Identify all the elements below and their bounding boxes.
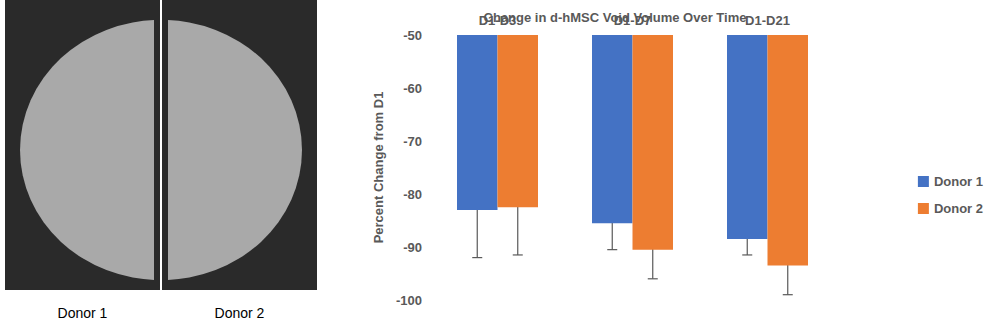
svg-text:-80: -80 bbox=[403, 187, 422, 202]
svg-text:-100: -100 bbox=[396, 293, 422, 308]
svg-text:Donor 1: Donor 1 bbox=[934, 174, 983, 189]
svg-text:Donor 1: Donor 1 bbox=[58, 305, 108, 321]
svg-text:-50: -50 bbox=[403, 28, 422, 43]
svg-text:D1-D21: D1-D21 bbox=[745, 13, 790, 28]
svg-text:Donor 2: Donor 2 bbox=[215, 305, 265, 321]
svg-text:Percent Change from D1: Percent Change from D1 bbox=[371, 92, 386, 244]
svg-text:-60: -60 bbox=[403, 81, 422, 96]
svg-text:-90: -90 bbox=[403, 240, 422, 255]
svg-text:Donor 2: Donor 2 bbox=[934, 201, 983, 216]
svg-text:Change in d-hMSC Void Volume O: Change in d-hMSC Void Volume Over Time bbox=[484, 10, 747, 25]
svg-text:-70: -70 bbox=[403, 134, 422, 149]
